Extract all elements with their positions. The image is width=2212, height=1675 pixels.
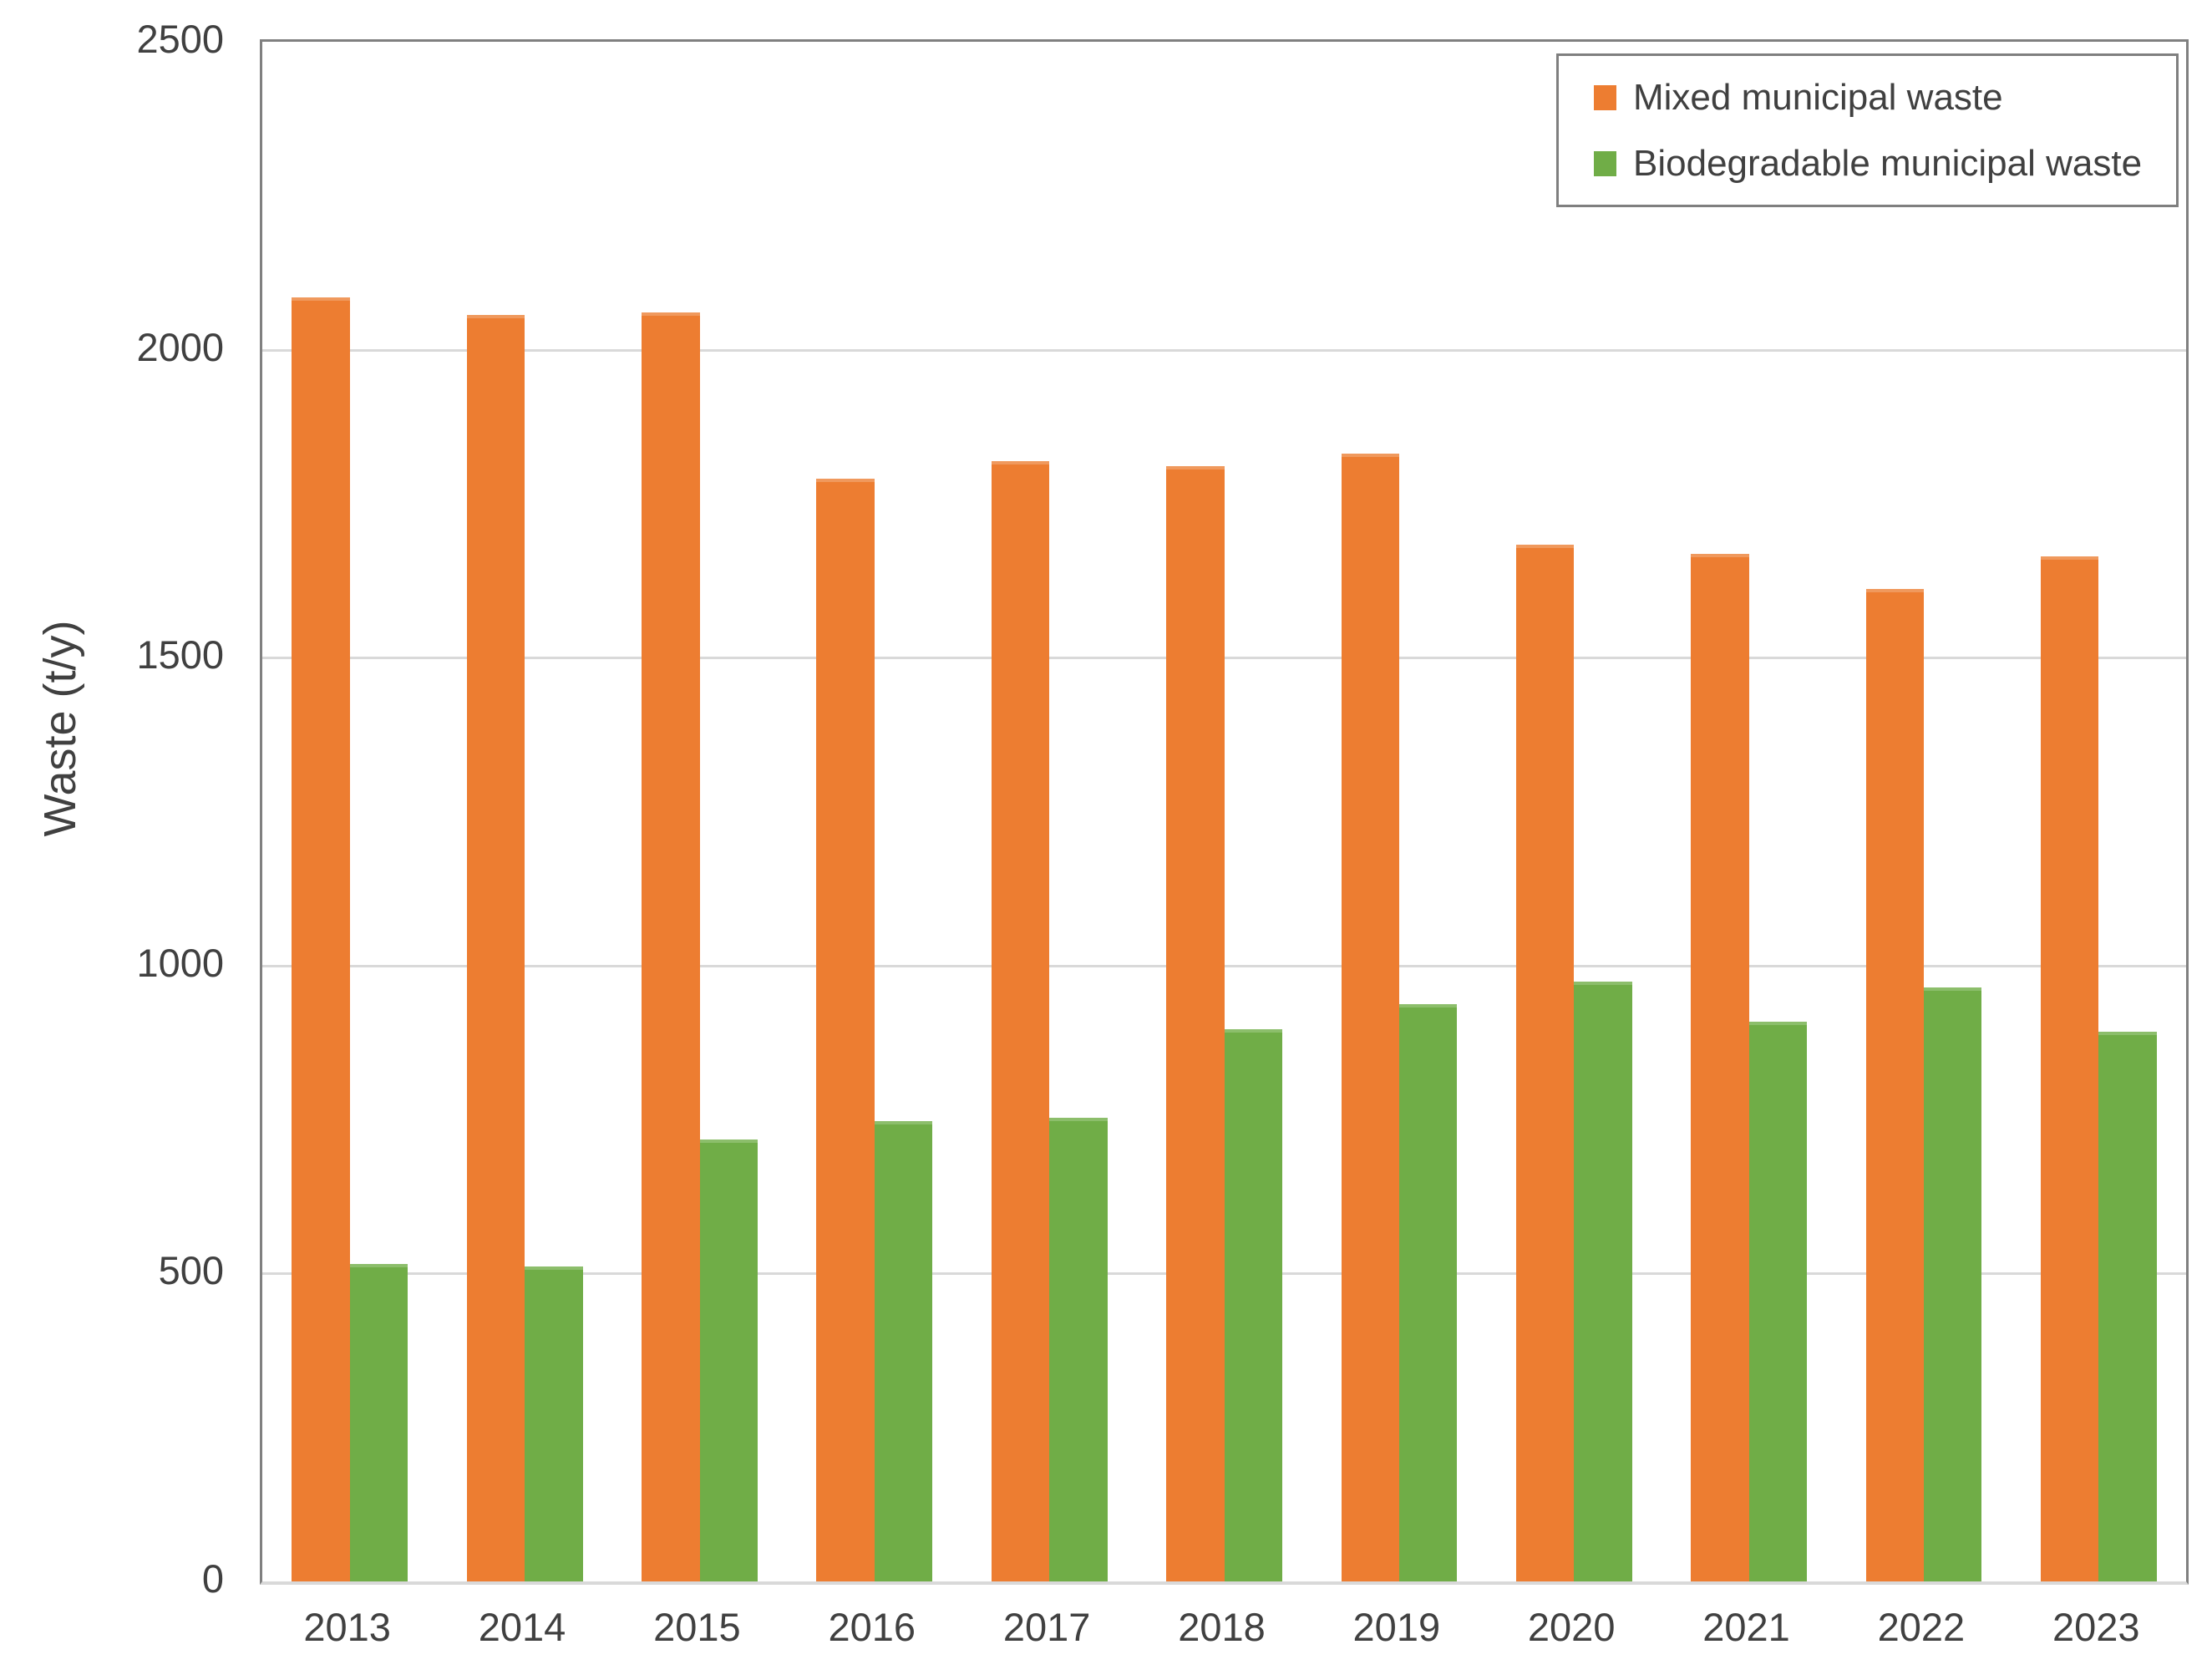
bar-group-2013 <box>262 42 437 1581</box>
bar-2017-biodegradable <box>1049 1117 1108 1581</box>
legend: Mixed municipal waste Biodegradable muni… <box>1556 53 2179 207</box>
bar-group-2016 <box>787 42 961 1581</box>
bar-2015-mixed <box>642 312 700 1581</box>
x-axis-tick-label-2016: 2016 <box>828 1605 916 1649</box>
bar-2018-biodegradable <box>1224 1029 1283 1581</box>
bar-group-2022 <box>1836 42 2011 1581</box>
bar-2023-mixed <box>2041 556 2099 1581</box>
y-axis-tick-label: 1500 <box>136 632 224 678</box>
x-axis-tick-label-2022: 2022 <box>1877 1605 1966 1649</box>
bar-group-2017 <box>961 42 1136 1581</box>
bar-2014-mixed <box>466 314 525 1581</box>
bar-group-2021 <box>1662 42 1836 1581</box>
gridline <box>262 348 2186 352</box>
x-axis-tick-label-2020: 2020 <box>1527 1605 1616 1649</box>
bar-2020-mixed <box>1515 545 1575 1581</box>
legend-label-mixed: Mixed municipal waste <box>1633 76 2003 118</box>
x-axis-tick-label-2019: 2019 <box>1352 1605 1441 1649</box>
bar-2019-biodegradable <box>1398 1003 1458 1581</box>
legend-swatch-biodegradable <box>1594 150 1616 176</box>
y-axis-tick-label: 2000 <box>136 324 224 369</box>
plot-area <box>260 39 2189 1585</box>
bar-2020-biodegradable <box>1574 981 1632 1581</box>
y-axis-tick-label: 500 <box>158 1248 224 1293</box>
x-axis-tick-label-2017: 2017 <box>1002 1605 1091 1649</box>
bar-2021-mixed <box>1691 554 1749 1581</box>
x-axis-tick-label-2015: 2015 <box>653 1605 741 1649</box>
x-axis-tick-labels: 2013 2014 2015 2016 2017 2018 2019 2020 2021 2022… <box>260 1602 2184 1652</box>
bar-group-2023 <box>2012 42 2186 1581</box>
x-axis-tick-label-2018: 2018 <box>1178 1605 1266 1649</box>
legend-item-biodegradable: Biodegradable municipal waste <box>1594 143 2168 185</box>
x-axis-tick-label-2014: 2014 <box>478 1605 566 1649</box>
y-axis-tick-label: 2500 <box>136 17 224 61</box>
bar-2015-biodegradable <box>699 1139 758 1581</box>
bar-group-2020 <box>1487 42 1662 1581</box>
bar-2022-biodegradable <box>1924 987 1982 1581</box>
bar-2014-biodegradable <box>525 1266 583 1581</box>
bar-2017-mixed <box>991 461 1050 1581</box>
bar-2016-biodegradable <box>874 1120 933 1581</box>
x-axis-tick-label-2021: 2021 <box>1702 1605 1790 1649</box>
x-axis-tick-label-2023: 2023 <box>2052 1605 2140 1649</box>
bar-2016-mixed <box>816 479 875 1581</box>
bar-group-2014 <box>437 42 611 1581</box>
bar-2018-mixed <box>1166 465 1225 1581</box>
bar-2013-mixed <box>292 297 350 1581</box>
bar-2022-mixed <box>1865 589 1925 1581</box>
legend-label-biodegradable: Biodegradable municipal waste <box>1633 142 2143 184</box>
x-axis-tick-label-2013: 2013 <box>303 1605 391 1649</box>
y-axis-tick-label: 0 <box>201 1556 224 1601</box>
bars-layer <box>262 42 2186 1581</box>
bar-2019-mixed <box>1341 454 1399 1581</box>
bar-2013-biodegradable <box>349 1264 408 1581</box>
legend-swatch-mixed <box>1594 84 1616 110</box>
bar-group-2015 <box>612 42 787 1581</box>
y-axis-tick-label: 1000 <box>136 940 224 985</box>
legend-item-mixed: Mixed municipal waste <box>1594 77 2168 119</box>
bar-group-2019 <box>1311 42 1486 1581</box>
bar-group-2018 <box>1137 42 1311 1581</box>
bar-2021-biodegradable <box>1748 1021 1808 1581</box>
bar-2023-biodegradable <box>2098 1032 2157 1581</box>
